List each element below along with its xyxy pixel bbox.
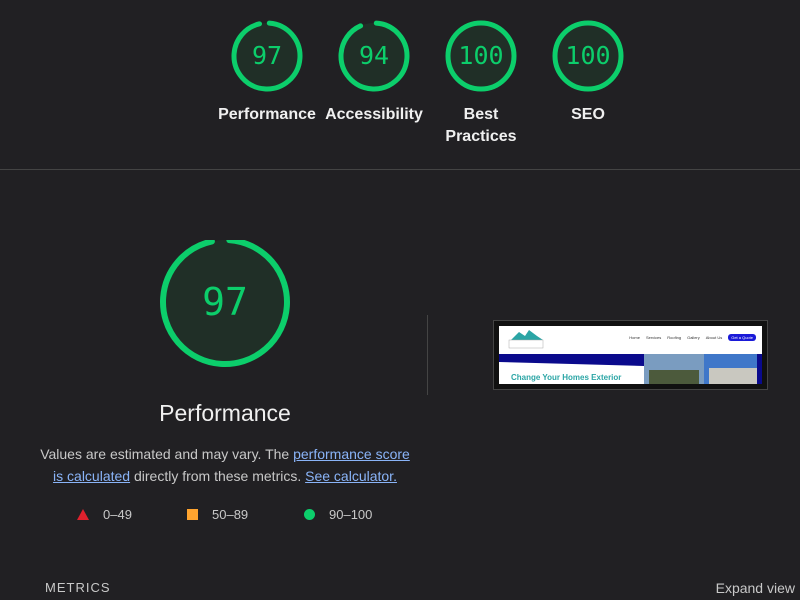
- expand-view-button[interactable]: Expand view: [715, 580, 795, 596]
- gauge-performance[interactable]: 97 Performance: [192, 20, 342, 126]
- see-calculator-link[interactable]: See calculator.: [305, 468, 397, 484]
- section-divider: [0, 169, 800, 170]
- gauge-ring: [445, 20, 517, 92]
- performance-description: Values are estimated and may vary. The p…: [40, 446, 410, 484]
- gauge-score: 100: [458, 41, 504, 70]
- triangle-icon: [77, 509, 89, 520]
- gauge-label: Accessibility: [325, 106, 423, 123]
- gauge-score: 100: [565, 41, 611, 70]
- gauge-seo[interactable]: 100 SEO: [513, 20, 663, 126]
- thumbnail-nav: Home Services Roofing Gallery About Us Get a …: [629, 334, 756, 341]
- vertical-divider: [427, 315, 428, 395]
- gauge-ring: [338, 20, 410, 92]
- performance-main-gauge: 97: [155, 240, 295, 380]
- legend-pass: 90–100: [304, 507, 372, 522]
- gauge-score: 94: [358, 41, 390, 70]
- performance-score-link[interactable]: performance score is calculated: [53, 446, 410, 484]
- gauge-label: Best Practices: [445, 106, 517, 145]
- performance-main-score: 97: [202, 280, 248, 324]
- gauge-label: SEO: [571, 106, 605, 123]
- gauge-best-practices[interactable]: 100 Best Practices: [406, 20, 556, 148]
- gauge-ring: [231, 20, 303, 92]
- square-icon: [187, 509, 198, 520]
- gauge-accessibility[interactable]: 94 Accessibility: [299, 20, 449, 126]
- legend-average: 50–89: [187, 507, 248, 522]
- thumbnail-graphics: [499, 330, 762, 384]
- metrics-heading: METRICS: [45, 580, 111, 595]
- gauge-label: Performance: [218, 106, 316, 123]
- performance-title: Performance: [159, 400, 291, 426]
- logo-icon: [511, 330, 543, 340]
- thumbnail-headline: Change Your Homes Exterior: [511, 373, 622, 382]
- legend-fail: 0–49: [77, 507, 132, 522]
- gauge-ring: [552, 20, 624, 92]
- page-screenshot-thumbnail[interactable]: Home Services Roofing Gallery About Us Get a …: [493, 320, 768, 390]
- gauge-score: 97: [251, 41, 283, 70]
- circle-icon: [304, 509, 315, 520]
